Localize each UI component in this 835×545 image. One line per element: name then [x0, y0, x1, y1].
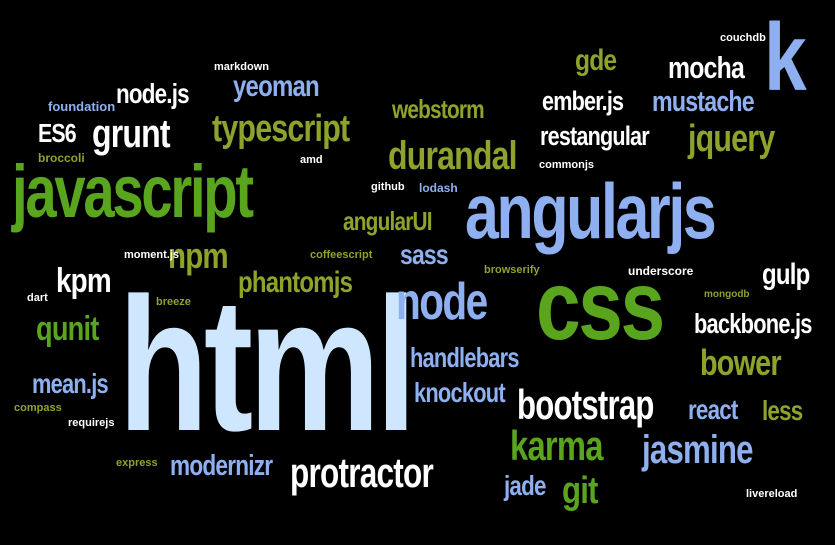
word-foundation: foundation: [48, 99, 116, 114]
word-mocha: mocha: [668, 50, 745, 85]
word-moment-js: moment.js: [124, 249, 180, 261]
word-handlebars: handlebars: [410, 342, 520, 373]
word-restangular: restangular: [540, 121, 650, 151]
word-markdown: markdown: [214, 61, 270, 73]
word-durandal: durandal: [388, 134, 518, 178]
word-webstorm: webstorm: [392, 94, 485, 124]
word-angularui: angularUI: [343, 206, 433, 236]
word-less: less: [762, 395, 803, 426]
word-jquery: jquery: [688, 118, 775, 160]
word-gde: gde: [575, 44, 617, 77]
word-express: express: [116, 457, 158, 469]
word-node-js: node.js: [116, 78, 190, 109]
word-sass: sass: [400, 239, 449, 270]
word-bootstrap: bootstrap: [517, 381, 654, 428]
word-underscore: underscore: [628, 264, 694, 278]
word-commonjs: commonjs: [539, 159, 595, 171]
word-couchdb: couchdb: [720, 32, 766, 44]
word-broccoli: broccoli: [38, 151, 85, 165]
word-node: node: [396, 273, 488, 331]
word-jasmine: jasmine: [642, 428, 754, 472]
word-yeoman: yeoman: [233, 70, 320, 103]
word-lodash: lodash: [419, 181, 458, 195]
word-requirejs: requirejs: [68, 417, 115, 429]
word-karma: karma: [510, 422, 603, 469]
word-amd: amd: [300, 154, 323, 166]
word-mongodb: mongodb: [704, 289, 750, 300]
word-javascript: javascript: [12, 150, 254, 233]
word-browserify: browserify: [484, 264, 540, 276]
word-kpm: kpm: [56, 262, 112, 300]
word-gulp: gulp: [762, 258, 810, 291]
word-angularjs: angularjs: [465, 167, 717, 255]
word-modernizr: modernizr: [170, 450, 273, 482]
word-bower: bower: [700, 342, 782, 383]
word-breeze: breeze: [156, 296, 191, 308]
word-phantomjs: phantomjs: [238, 266, 353, 299]
word-protractor: protractor: [290, 449, 434, 496]
word-css: css: [536, 250, 665, 360]
word-livereload: livereload: [746, 488, 798, 500]
word-typescript: typescript: [212, 108, 350, 150]
word-git: git: [562, 470, 598, 512]
word-grunt: grunt: [92, 112, 171, 156]
word-k: k: [764, 4, 807, 111]
word-knockout: knockout: [414, 377, 506, 408]
word-compass: compass: [14, 402, 62, 414]
word-dart: dart: [27, 292, 48, 304]
word-github: github: [371, 181, 405, 193]
word-mean-js: mean.js: [32, 368, 109, 399]
word-react: react: [688, 394, 738, 425]
word-mustache: mustache: [652, 86, 755, 118]
word-ember-js: ember.js: [542, 86, 624, 116]
word-jade: jade: [504, 470, 546, 501]
word-qunit: qunit: [36, 310, 99, 348]
word-html: html: [118, 259, 417, 471]
word-es6: ES6: [38, 118, 77, 148]
word-coffeescript: coffeescript: [310, 249, 373, 261]
word-npm: npm: [168, 235, 229, 276]
word-backbone-js: backbone.js: [694, 308, 812, 339]
